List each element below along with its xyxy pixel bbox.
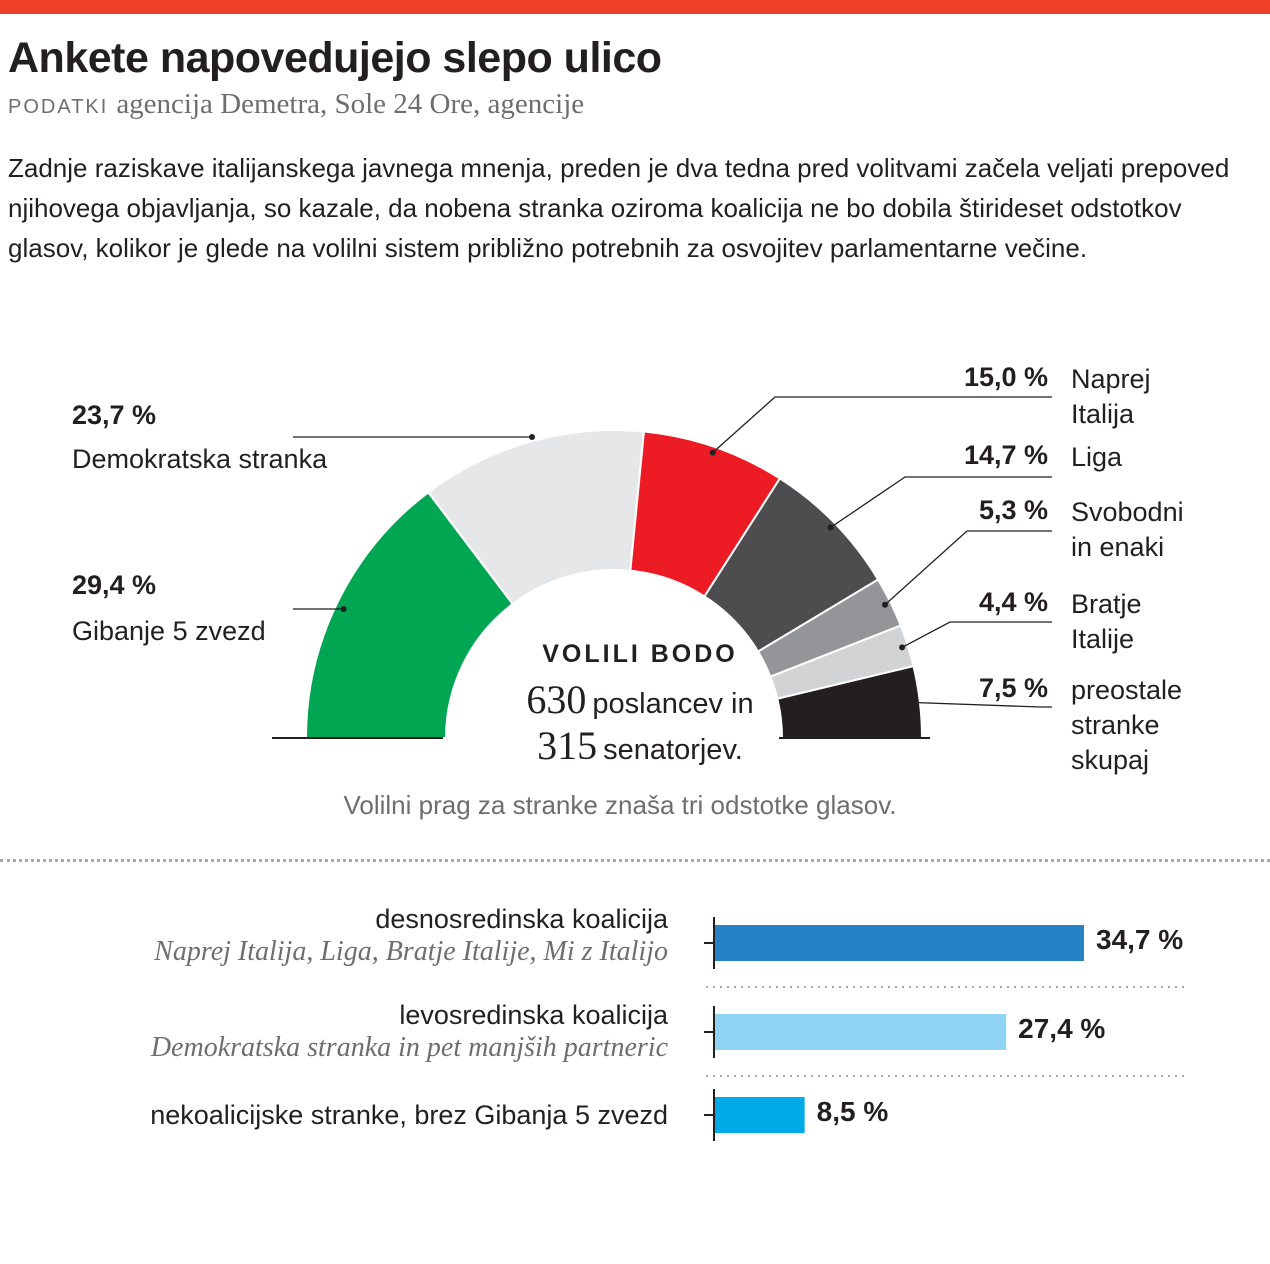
leader-dot-naprej-italija bbox=[709, 449, 716, 456]
party-name-line: stranke bbox=[1071, 710, 1160, 740]
source-label: PODATKI bbox=[8, 96, 109, 118]
party-name-svobodni-in-enaki: Svobodni in enaki bbox=[1071, 495, 1184, 565]
bar-levosredinska-koalicija bbox=[714, 1014, 1007, 1050]
party-name-liga: Liga bbox=[1071, 440, 1122, 475]
coalition-bar-chart bbox=[704, 917, 1186, 1141]
bar-nekoalicijske-stranke-brez-gibanja-5-zvezd bbox=[714, 1097, 805, 1133]
bar-label-levosredinska-koalicija: levosredinska koalicija bbox=[399, 1000, 668, 1030]
pct-label-bratje-italije: 4,4 % bbox=[978, 587, 1048, 617]
deputies-label: poslancev in bbox=[592, 688, 754, 720]
center-title: VOLILI BODO bbox=[542, 640, 738, 668]
bar-value-label: 34,7 % bbox=[1096, 924, 1184, 955]
leader-dot-liga bbox=[827, 524, 834, 531]
source-text: agencija Demetra, Sole 24 Ore, agencije bbox=[116, 88, 585, 120]
pct-label-gibanje-5-zvezd: 29,4 % bbox=[72, 570, 157, 600]
leader-line-liga bbox=[830, 476, 1052, 529]
party-name-naprej-italija: Naprej Italija bbox=[1071, 362, 1151, 432]
leader-line-naprej-italija bbox=[712, 396, 1052, 454]
pct-label-svobodni-in-enaki: 5,3 % bbox=[978, 495, 1048, 525]
section-divider bbox=[0, 859, 1270, 862]
party-name-line: Naprej bbox=[1071, 364, 1151, 394]
bar-subtitle: Demokratska stranka in pet manjših partn… bbox=[150, 1032, 668, 1063]
bar-label-nekoalicijske-stranke-brez-gibanja-5-zvezd: nekoalicijske stranke, brez Gibanja 5 zv… bbox=[150, 1100, 668, 1130]
party-name-line: Liga bbox=[1071, 442, 1123, 472]
source-line: PODATKI agencija Demetra, Sole 24 Ore, ag… bbox=[8, 88, 584, 121]
party-name-line: skupaj bbox=[1071, 745, 1150, 775]
party-name-line: Italija bbox=[1071, 399, 1135, 429]
hemicycle-chart bbox=[272, 396, 1052, 739]
bar-value-label: 27,4 % bbox=[1018, 1013, 1106, 1044]
bar-label-desnosredinska-koalicija: desnosredinska koalicija bbox=[375, 904, 668, 934]
pct-label-liga: 14,7 % bbox=[963, 440, 1048, 470]
party-name-preostale-stranke-skupaj: preostale stranke skupaj bbox=[1071, 673, 1182, 778]
pct-label-demokratska-stranka: 23,7 % bbox=[72, 400, 157, 430]
top-accent-bar bbox=[0, 0, 1270, 14]
chart-title: Ankete napovedujejo slepo ulico bbox=[8, 34, 662, 82]
seats-row-senators: 315 senatorjev. bbox=[470, 722, 810, 769]
party-name-line: Bratje bbox=[1071, 589, 1142, 619]
party-name-line: Svobodni bbox=[1071, 497, 1184, 527]
senators-label: senatorjev. bbox=[603, 734, 743, 766]
party-name-line: Demokratska stranka bbox=[72, 444, 328, 474]
party-name-bratje-italije: Bratje Italije bbox=[1071, 587, 1142, 657]
party-name-line: in enaki bbox=[1071, 532, 1165, 562]
leader-dot-demokratska-stranka bbox=[529, 434, 536, 440]
leader-line-preostale-stranke-skupaj bbox=[913, 701, 1052, 708]
party-name-demokratska-stranka: Demokratska stranka bbox=[72, 442, 327, 477]
leader-dot-svobodni-in-enaki bbox=[881, 601, 888, 608]
leader-dot-gibanje-5-zvezd bbox=[340, 606, 347, 612]
bar-desnosredinska-koalicija bbox=[714, 925, 1084, 961]
pct-label-naprej-italija: 15,0 % bbox=[963, 362, 1048, 392]
pct-label-preostale-stranke-skupaj: 7,5 % bbox=[978, 673, 1048, 703]
leader-line-svobodni-in-enaki bbox=[884, 530, 1052, 606]
deputies-count: 630 bbox=[526, 677, 587, 722]
leader-dot-bratje-italije bbox=[899, 644, 906, 651]
seats-row-deputies: 630 poslancev in bbox=[470, 676, 810, 723]
party-name-gibanje-5-zvezd: Gibanje 5 zvezd bbox=[72, 614, 266, 649]
bar-value-label: 8,5 % bbox=[816, 1096, 889, 1127]
leader-line-bratje-italije bbox=[901, 621, 1052, 648]
bar-subtitle: Naprej Italija, Liga, Bratje Italije, Mi… bbox=[154, 936, 668, 967]
leader-dot-preostale-stranke-skupaj bbox=[910, 699, 917, 706]
senators-count: 315 bbox=[537, 723, 598, 768]
party-name-line: Italije bbox=[1071, 624, 1135, 654]
party-name-line: Gibanje 5 zvezd bbox=[72, 616, 266, 646]
intro-text: Zadnje raziskave italijanskega javnega m… bbox=[8, 153, 1230, 263]
party-name-line: preostale bbox=[1071, 675, 1183, 705]
threshold-note: Volilni prag za stranke znaša tri odstot… bbox=[343, 790, 897, 820]
slice-gibanje-5-zvezd bbox=[304, 490, 515, 739]
